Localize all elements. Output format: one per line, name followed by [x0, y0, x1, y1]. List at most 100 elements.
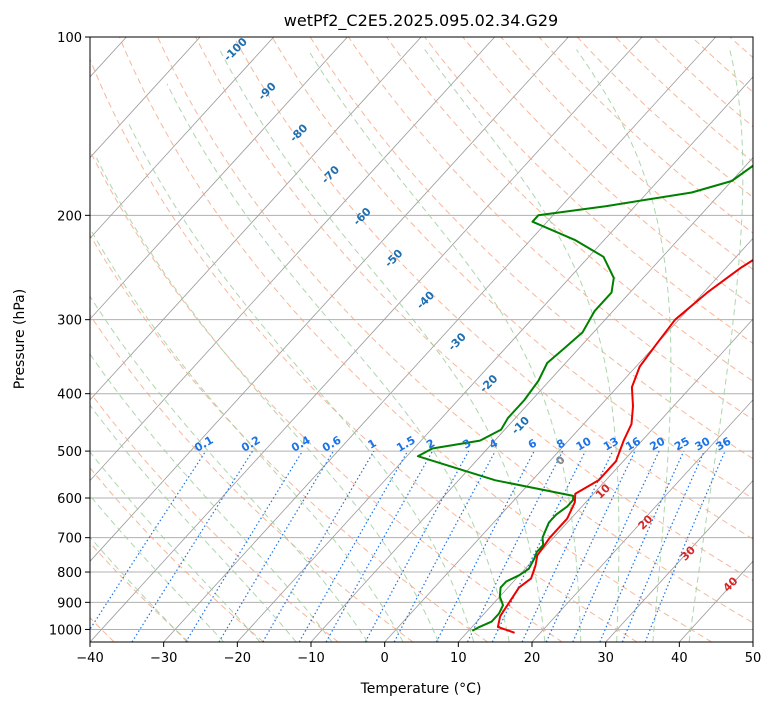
moist-adiabat-line: [96, 157, 439, 642]
dry-adiabat-line: [538, 37, 753, 234]
dry-adiabat-line: [576, 37, 753, 198]
y-tick-label: 900: [57, 596, 82, 611]
isotherm-line: [90, 37, 495, 482]
dry-adiabat-line: [768, 37, 775, 642]
isotherm-line: [237, 76, 753, 642]
y-tick-label: 300: [57, 314, 82, 329]
isotherm-line: [163, 37, 716, 642]
mixing-ratio-label: 6: [526, 436, 539, 451]
dry-adiabat-label: -60: [351, 205, 374, 228]
x-tick-label: 30: [597, 651, 614, 666]
dry-adiabat-label: -70: [319, 163, 342, 186]
y-tick-label: 100: [57, 31, 82, 46]
mixing-ratio-line: [572, 450, 660, 642]
moist-adiabat-line: [688, 49, 744, 642]
mixing-ratio-line: [393, 450, 496, 642]
x-tick-label: 10: [450, 651, 467, 666]
dewpoint-profile-line: [416, 164, 753, 632]
moist-adiabat-line: [307, 49, 582, 642]
dry-adiabat-label: -30: [446, 330, 469, 353]
mixing-ratio-line: [262, 450, 375, 642]
dry-adiabat-label: -50: [382, 247, 405, 270]
y-tick-label: 200: [57, 209, 82, 224]
x-tick-label: 40: [671, 651, 688, 666]
isotherm-line: [90, 37, 569, 562]
dry-adiabat-line: [691, 37, 753, 93]
moist-adiabat-line: [424, 49, 620, 642]
moist-adiabat-line: [576, 49, 672, 642]
moist-adiabat-line: [90, 451, 261, 642]
dry-adiabat-line: [157, 37, 753, 624]
dry-adiabat-line: [271, 37, 753, 500]
dry-adiabat-label: -80: [287, 121, 310, 144]
isotherm-line: [458, 318, 753, 642]
mixing-ratio-line: [545, 450, 636, 642]
isotherm-line: [90, 37, 348, 320]
dry-adiabat-line: [90, 149, 563, 642]
x-tick-label: −30: [150, 651, 177, 666]
moist-adiabat-line: [90, 494, 225, 642]
mixing-ratio-line: [491, 450, 586, 642]
y-tick-label: 500: [57, 445, 82, 460]
mixing-ratio-label: 3: [460, 437, 473, 452]
mixing-ratio-line: [218, 450, 334, 642]
y-tick-label: 700: [57, 532, 82, 547]
temperature-profile-line: [496, 258, 753, 634]
mixing-ratio-line: [298, 450, 409, 642]
mixing-ratio-line: [466, 450, 564, 642]
y-tick-label: 400: [57, 388, 82, 403]
x-tick-label: −20: [224, 651, 251, 666]
y-axis-label: Pressure (hPa): [12, 289, 28, 389]
mixing-ratio-label: 4: [487, 436, 500, 451]
isotherm-line: [90, 37, 274, 239]
x-axis-label: Temperature (°C): [360, 681, 482, 697]
isotherm-line: [384, 237, 753, 642]
mixing-ratio-line: [521, 450, 614, 642]
isotherm-line: [531, 399, 753, 642]
mixing-ratio-line: [131, 450, 254, 642]
isotherm-line: [90, 37, 422, 401]
dry-adiabat-label: 30: [678, 543, 698, 563]
dry-adiabat-line: [653, 37, 753, 128]
dry-adiabat-label: -40: [414, 288, 437, 311]
x-tick-label: 0: [381, 651, 389, 666]
mixing-ratio-line: [621, 450, 705, 642]
moist-adiabat-line: [219, 49, 546, 642]
chart-title: wetPf2_C2E5.2025.095.02.34.G29: [284, 11, 558, 31]
dry-adiabat-line: [500, 37, 753, 270]
moist-adiabat-line: [166, 83, 510, 642]
dry-adiabat-line: [347, 37, 753, 421]
dry-adiabat-line: [195, 37, 753, 582]
moist-adiabat-line: [90, 295, 369, 642]
isotherm-line: [605, 479, 753, 642]
dry-adiabat-line: [90, 391, 339, 642]
dry-adiabat-line: [424, 37, 753, 344]
mixing-ratio-line: [364, 450, 470, 642]
mixing-ratio-line: [325, 450, 434, 642]
moist-adiabat-line: [128, 123, 475, 642]
mixing-ratio-label: 2: [424, 437, 437, 452]
y-tick-label: 800: [57, 566, 82, 581]
moist-adiabat-line: [90, 353, 333, 642]
plot-frame: [89, 36, 754, 643]
x-tick-label: −40: [76, 651, 103, 666]
moist-adiabat-line: [90, 536, 188, 642]
dry-adiabat-line: [233, 37, 753, 540]
dry-adiabat-label: -10: [509, 414, 532, 437]
isotherm-line: [90, 37, 201, 159]
dry-adiabat-label: -100: [221, 35, 250, 64]
x-tick-label: 50: [745, 651, 762, 666]
dry-adiabat-line: [90, 542, 190, 642]
y-tick-label: 600: [57, 492, 82, 507]
moist-adiabat-line: [90, 227, 404, 642]
dry-adiabat-line: [90, 314, 414, 642]
dry-adiabat-label: -90: [256, 79, 279, 102]
mixing-ratio-line: [185, 450, 304, 642]
dry-adiabat-line: [118, 37, 712, 642]
x-tick-label: −10: [297, 651, 324, 666]
dry-adiabat-label: 20: [636, 512, 656, 532]
x-tick-label: 20: [524, 651, 541, 666]
dry-adiabat-line: [729, 37, 753, 59]
mixing-ratio-line: [644, 450, 726, 642]
